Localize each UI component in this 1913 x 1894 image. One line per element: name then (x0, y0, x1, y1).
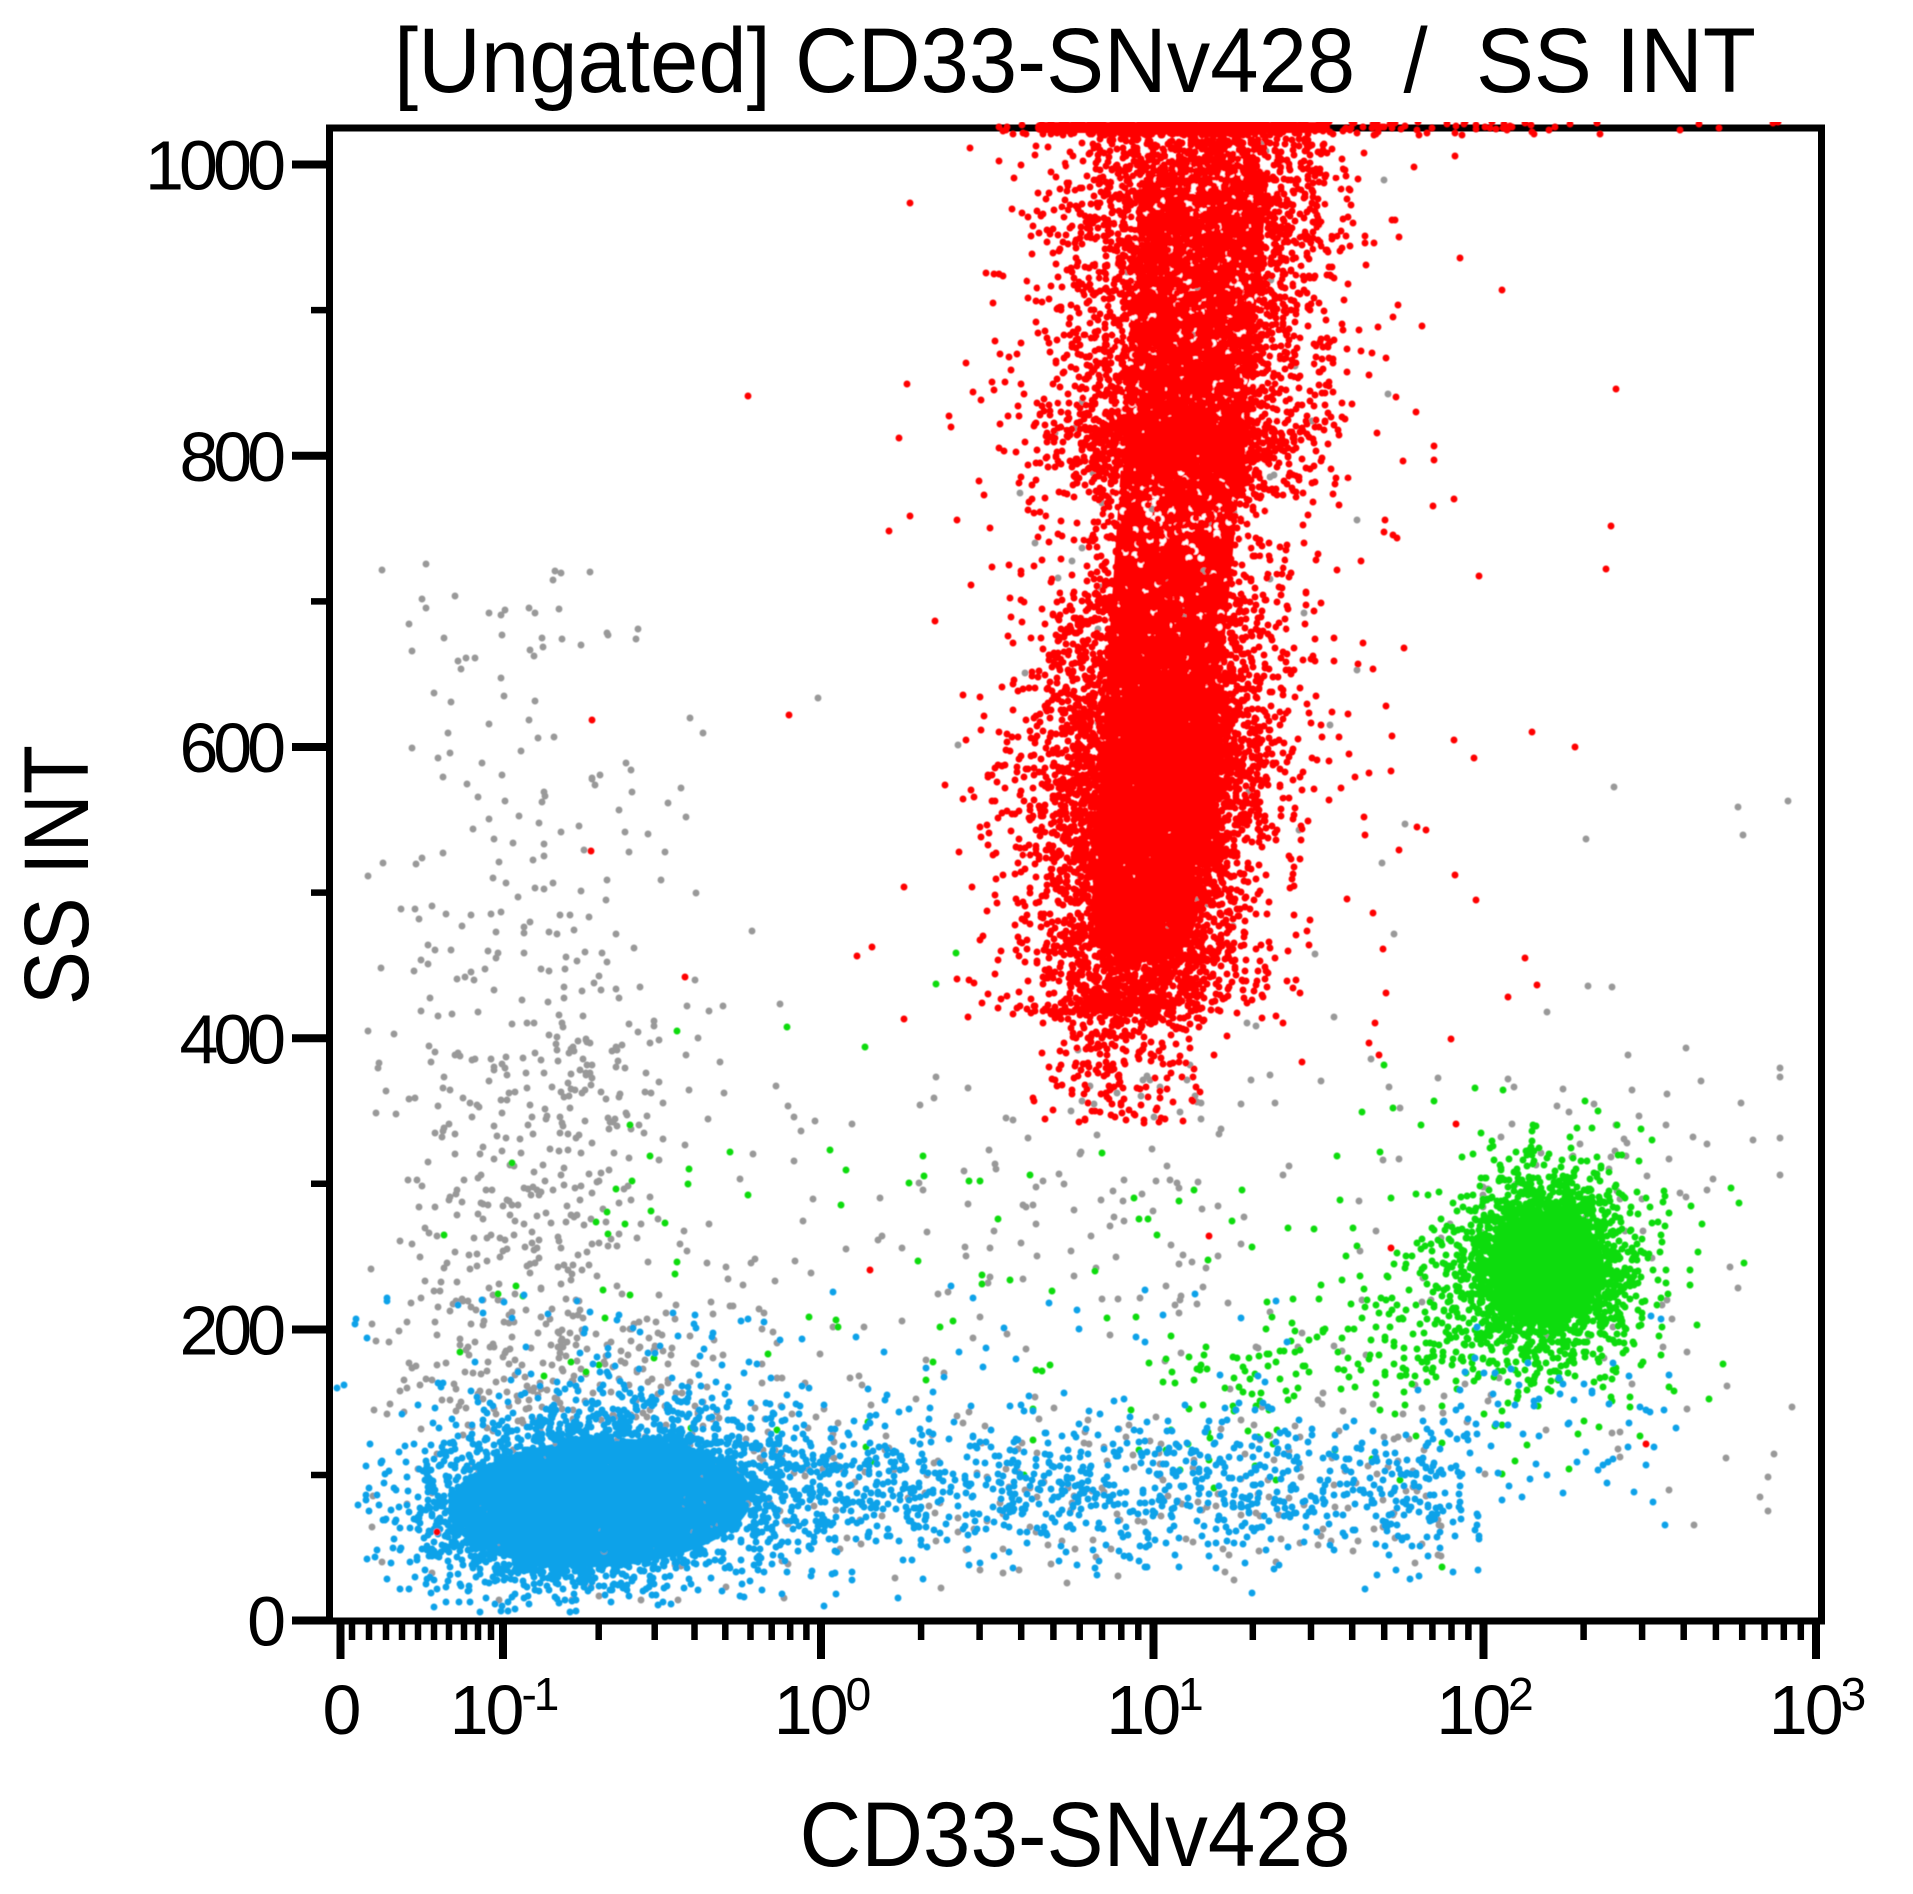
svg-text:0: 0 (247, 1583, 284, 1661)
svg-text:102: 102 (1436, 1668, 1532, 1749)
svg-text:1000: 1000 (145, 127, 284, 205)
svg-text:10-1: 10-1 (450, 1668, 558, 1749)
svg-text:600: 600 (180, 709, 285, 787)
svg-text:400: 400 (180, 1000, 285, 1078)
svg-text:CD33-SNv428: CD33-SNv428 (800, 1784, 1351, 1886)
svg-text:100: 100 (774, 1668, 870, 1749)
svg-text:0: 0 (323, 1671, 360, 1749)
svg-text:800: 800 (180, 418, 285, 496)
svg-text:103: 103 (1769, 1668, 1865, 1749)
svg-text:101: 101 (1106, 1668, 1202, 1749)
svg-text:SS INT: SS INT (6, 745, 108, 1005)
svg-text:200: 200 (180, 1292, 285, 1370)
svg-text:[Ungated] CD33-SNv428 / SS I: [Ungated] CD33-SNv428 / SS INT (394, 10, 1756, 112)
